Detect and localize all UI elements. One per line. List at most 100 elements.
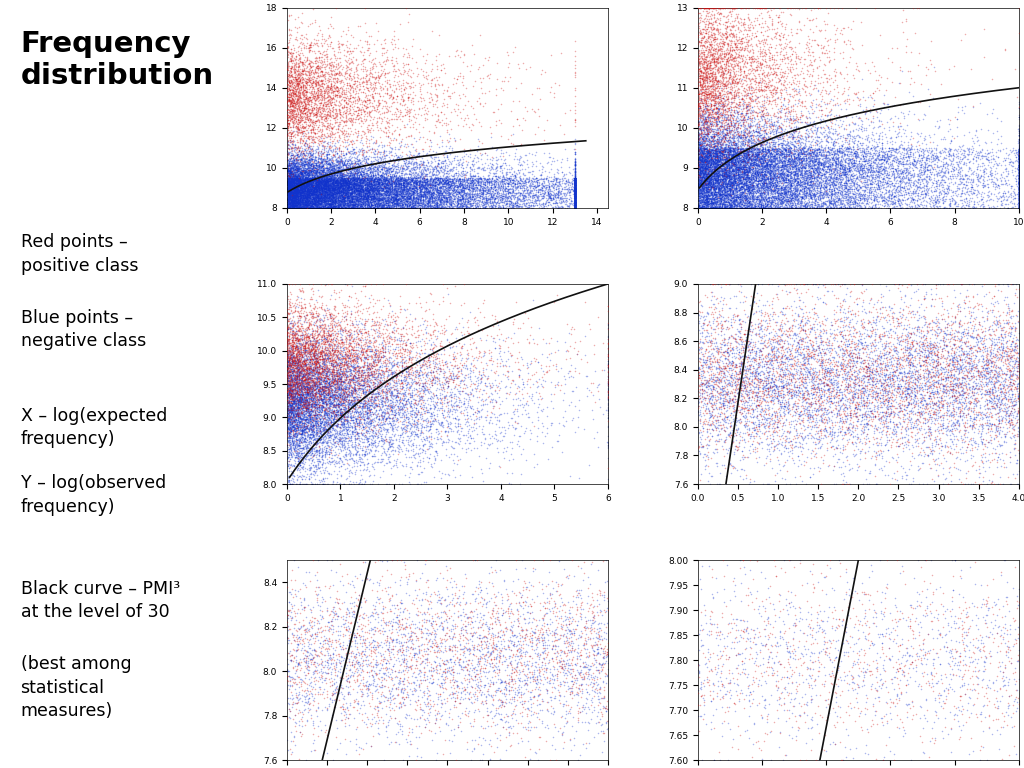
Point [1011, 147, 1024, 159]
Point [354, 197, 371, 210]
Point [315, 359, 332, 371]
Point [906, 194, 923, 206]
Point [419, 177, 435, 190]
Point [765, 147, 781, 160]
Point [756, 131, 772, 144]
Point [291, 416, 307, 429]
Point [295, 340, 311, 353]
Point [546, 706, 562, 718]
Point [423, 367, 439, 379]
Point [453, 639, 469, 651]
Point [488, 143, 505, 155]
Point [327, 187, 343, 200]
Point [314, 368, 331, 380]
Point [336, 184, 352, 196]
Point [284, 406, 300, 418]
Point [590, 727, 606, 739]
Point [934, 356, 950, 369]
Point [775, 661, 792, 674]
Point [284, 403, 300, 415]
Point [399, 438, 416, 450]
Point [285, 157, 301, 170]
Point [719, 42, 735, 55]
Point [286, 328, 302, 340]
Point [778, 51, 795, 63]
Point [361, 189, 378, 201]
Point [292, 194, 308, 206]
Point [296, 90, 312, 102]
Point [286, 470, 302, 482]
Point [341, 174, 357, 186]
Point [398, 200, 415, 213]
Point [882, 184, 898, 197]
Point [442, 200, 459, 212]
Point [600, 378, 616, 390]
Point [897, 163, 913, 175]
Point [304, 183, 321, 195]
Point [384, 399, 400, 412]
Point [697, 2, 714, 14]
Point [305, 363, 322, 376]
Point [729, 184, 745, 196]
Point [807, 382, 823, 395]
Point [736, 166, 753, 178]
Point [721, 198, 737, 210]
Point [374, 453, 390, 465]
Point [306, 197, 323, 209]
Point [878, 169, 894, 181]
Point [753, 202, 769, 214]
Point [750, 167, 766, 180]
Point [1011, 149, 1024, 161]
Point [697, 165, 714, 177]
Point [304, 651, 321, 664]
Point [727, 163, 743, 175]
Point [301, 191, 317, 204]
Point [701, 149, 718, 161]
Point [387, 197, 403, 210]
Point [282, 190, 298, 202]
Point [357, 70, 374, 82]
Point [378, 173, 394, 185]
Point [439, 149, 456, 161]
Point [692, 102, 709, 114]
Point [294, 175, 310, 187]
Point [939, 421, 955, 433]
Point [911, 369, 928, 382]
Point [309, 437, 326, 449]
Point [381, 175, 397, 187]
Point [335, 184, 351, 197]
Point [716, 110, 732, 122]
Point [287, 378, 303, 390]
Point [983, 436, 999, 449]
Point [285, 354, 301, 366]
Point [281, 182, 297, 194]
Point [827, 737, 844, 750]
Point [580, 663, 596, 675]
Point [351, 146, 368, 158]
Point [774, 161, 791, 174]
Point [358, 625, 375, 637]
Point [719, 168, 735, 180]
Point [321, 157, 337, 170]
Point [921, 397, 937, 409]
Point [356, 406, 373, 418]
Point [284, 343, 300, 356]
Point [368, 404, 384, 416]
Point [925, 343, 941, 355]
Point [826, 172, 843, 184]
Point [818, 636, 835, 648]
Point [476, 195, 493, 207]
Point [859, 163, 876, 175]
Point [307, 154, 324, 166]
Point [380, 193, 396, 205]
Point [307, 294, 324, 306]
Point [289, 102, 305, 114]
Point [702, 189, 719, 201]
Point [930, 376, 946, 389]
Point [346, 391, 362, 403]
Point [316, 362, 333, 374]
Point [443, 571, 460, 584]
Point [436, 177, 453, 190]
Point [856, 399, 872, 412]
Point [796, 707, 812, 719]
